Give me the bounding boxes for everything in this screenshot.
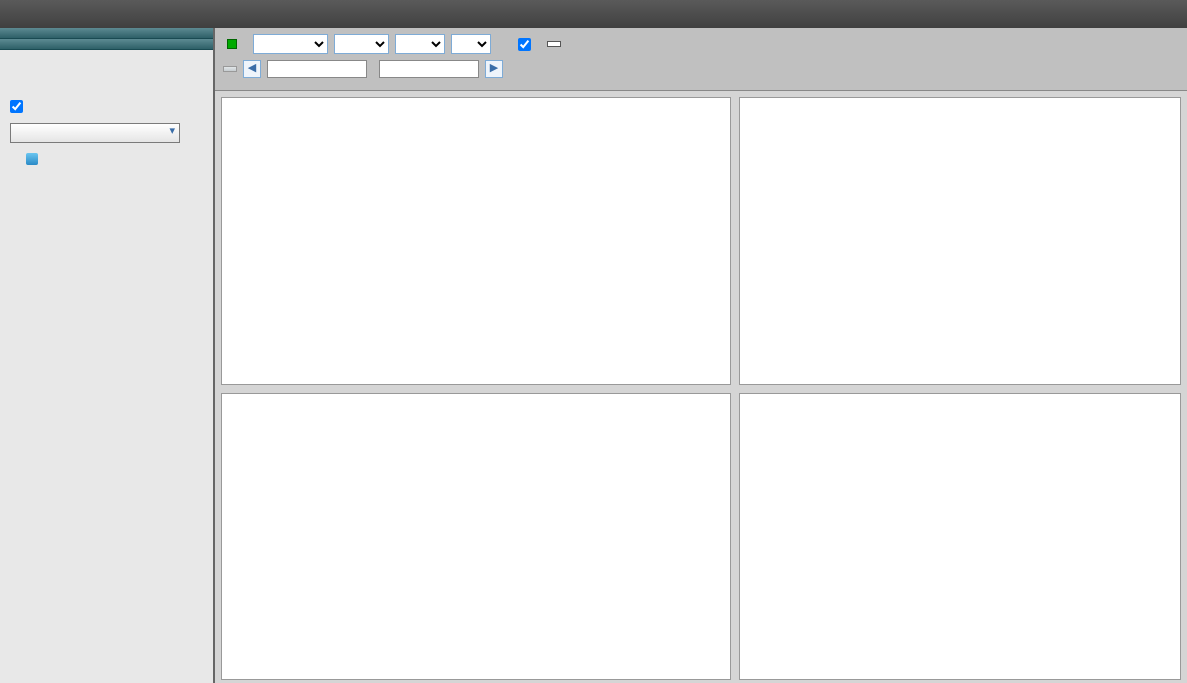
count-select[interactable]	[451, 34, 491, 54]
unit-select[interactable]	[334, 34, 389, 54]
direction-select[interactable]	[253, 34, 328, 54]
panel-protocols	[739, 393, 1181, 681]
dashboard-dropdown-icon[interactable]	[227, 39, 237, 49]
show-other-checkbox[interactable]	[518, 38, 531, 51]
panel-applications	[221, 97, 731, 385]
add-filter-select[interactable]: ▾	[10, 123, 180, 143]
date-to-input[interactable]	[379, 60, 479, 78]
sidebar: ▾	[0, 28, 215, 683]
host-icon	[26, 153, 38, 165]
date-next-button[interactable]: ▶	[485, 60, 503, 78]
interval-select[interactable]	[395, 34, 445, 54]
date-from-input[interactable]	[267, 60, 367, 78]
sidebar-current-report[interactable]	[0, 39, 213, 50]
sidebar-device-explorer[interactable]	[0, 28, 213, 39]
panel-hosts	[739, 97, 1181, 385]
update-checkbox[interactable]	[10, 100, 23, 113]
host-name	[10, 151, 203, 168]
last-five-minutes-button[interactable]	[223, 66, 237, 72]
main-content: ◀ ▶	[215, 28, 1187, 683]
date-prev-button[interactable]: ◀	[243, 60, 261, 78]
update-on-filter-change[interactable]	[10, 100, 203, 113]
panel-conversations	[221, 393, 731, 681]
control-bar: ◀ ▶	[215, 28, 1187, 91]
top-tab-bar	[0, 0, 1187, 28]
dns-button[interactable]	[547, 41, 561, 47]
